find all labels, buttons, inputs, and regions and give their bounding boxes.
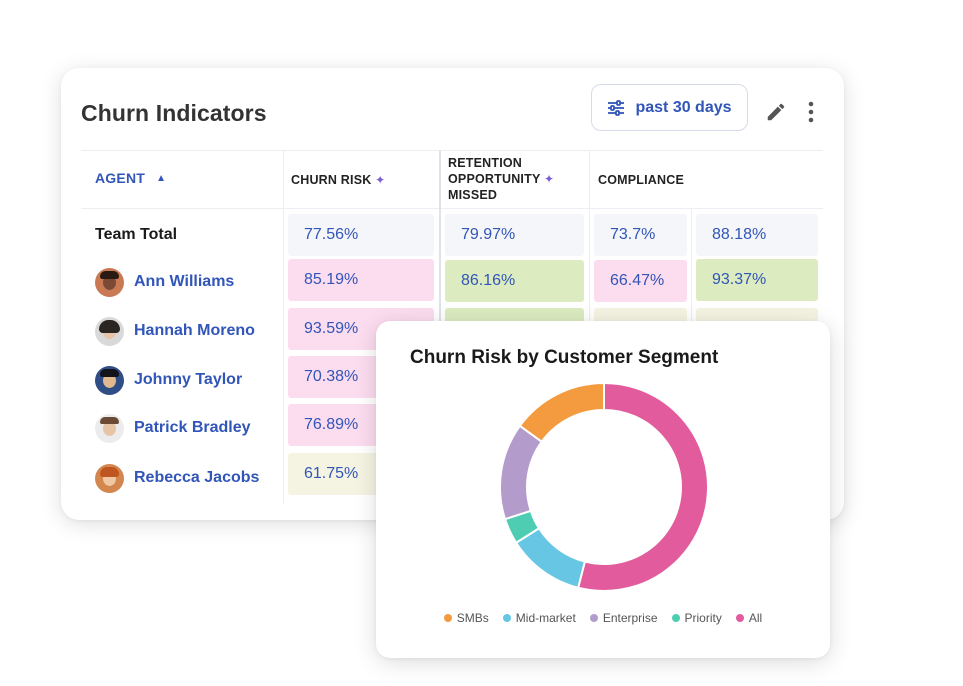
compliance-2-cell: 93.37% [696, 259, 818, 301]
agent-row-hannah-moreno[interactable]: Hannah Moreno [95, 315, 255, 347]
slice-all[interactable] [576, 381, 709, 592]
chart-title: Churn Risk by Customer Segment [410, 347, 719, 368]
avatar [95, 316, 124, 346]
team-total-retention-cell: 79.97% [445, 214, 584, 256]
agent-row-rebecca-jacobs[interactable]: Rebecca Jacobs [95, 462, 259, 494]
avatar [95, 463, 124, 493]
avatar [95, 413, 124, 443]
legend-label: All [748, 611, 763, 625]
legend-swatch [443, 614, 452, 622]
agent-name[interactable]: Patrick Bradley [134, 419, 251, 436]
ai-sparkle-icon: ✦ [375, 173, 386, 187]
slice-smbs[interactable] [518, 381, 605, 444]
date-filter-button[interactable]: past 30 days [591, 84, 748, 131]
donut-chart [499, 381, 709, 592]
more-options-icon[interactable] [807, 101, 815, 128]
legend-item-priority[interactable]: Priority [671, 611, 722, 625]
compliance-cell: 66.47% [594, 260, 687, 302]
legend-swatch [671, 614, 680, 622]
agent-name[interactable]: Rebecca Jacobs [134, 469, 260, 486]
sort-ascending-icon: ▲ [156, 173, 167, 184]
legend-item-smbs[interactable]: SMBs [443, 611, 489, 625]
legend-label: SMBs [456, 611, 489, 625]
chart-legend: SMBs Mid-market Enterprise Priority All [376, 611, 830, 625]
agent-name[interactable]: Hannah Moreno [134, 322, 255, 339]
legend-label: Enterprise [602, 611, 658, 625]
sliders-icon [607, 99, 625, 116]
team-total-compliance-cell: 73.7% [594, 214, 687, 256]
legend-swatch [735, 614, 744, 622]
churn-risk-cell: 85.19% [288, 259, 434, 301]
agent-column-header[interactable]: AGENT ▲ [95, 170, 167, 186]
legend-label: Priority [684, 611, 722, 625]
team-total-label: Team Total [95, 226, 178, 243]
team-total-compliance-2-cell: 88.18% [696, 214, 818, 256]
legend-label: Mid-market [515, 611, 576, 625]
legend-item-enterprise[interactable]: Enterprise [589, 611, 658, 625]
legend-swatch [589, 614, 598, 622]
avatar [95, 365, 124, 395]
churn-risk-column-header[interactable]: CHURN RISK ✦ [291, 173, 386, 187]
team-total-churn-risk-cell: 77.56% [288, 214, 434, 256]
legend-item-all[interactable]: All [735, 611, 763, 625]
compliance-column-header[interactable]: COMPLIANCE [598, 173, 685, 187]
card-title: Churn Indicators [81, 100, 267, 126]
churn-by-segment-popup: Churn Risk by Customer Segment SMBs Mid-m… [376, 321, 830, 658]
legend-item-mid-market[interactable]: Mid-market [502, 611, 576, 625]
retention-column-header[interactable]: RETENTION OPPORTUNITY ✦ MISSED [448, 156, 555, 202]
agent-name[interactable]: Johnny Taylor [134, 371, 243, 388]
agent-row-patrick-bradley[interactable]: Patrick Bradley [95, 412, 251, 444]
legend-swatch [502, 614, 511, 622]
agent-row-ann-williams[interactable]: Ann Williams [95, 266, 234, 298]
date-filter-label: past 30 days [635, 98, 732, 116]
slice-enterprise[interactable] [499, 424, 544, 521]
retention-cell: 86.16% [445, 260, 584, 302]
agent-row-johnny-taylor[interactable]: Johnny Taylor [95, 364, 242, 396]
edit-pencil-icon[interactable] [765, 101, 787, 128]
ai-sparkle-icon: ✦ [543, 172, 555, 186]
avatar [95, 267, 124, 297]
agent-name[interactable]: Ann Williams [134, 273, 235, 290]
